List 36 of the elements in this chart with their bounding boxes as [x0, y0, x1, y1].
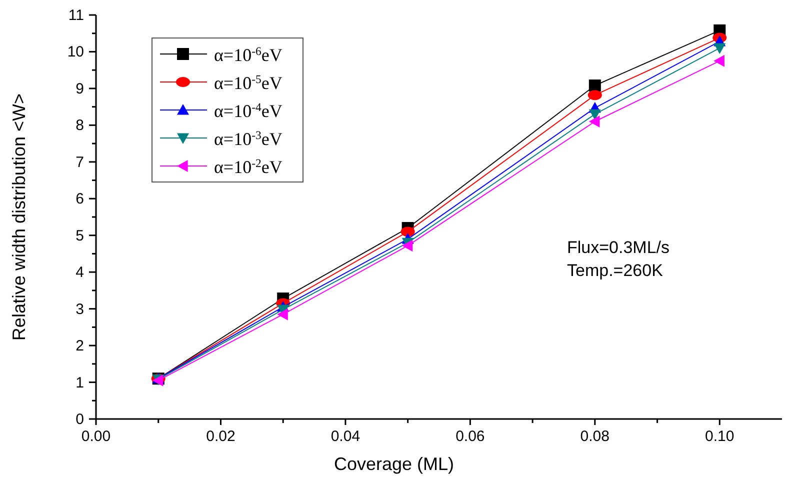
point	[714, 43, 726, 54]
y-tick-label: 3	[76, 300, 84, 318]
legend-label: α=10$^{-6}$eV	[214, 44, 282, 65]
point	[400, 226, 415, 237]
point	[277, 308, 288, 320]
annotation: Temp.=260K	[567, 261, 664, 280]
y-tick-label: 4	[76, 264, 84, 282]
y-tick-label: 1	[76, 374, 84, 392]
x-tick-label: 0.00	[81, 428, 111, 445]
y-tick-label: 9	[76, 80, 84, 98]
y-tick-label: 7	[76, 154, 84, 171]
point	[588, 116, 600, 128]
annotation: Flux=0.3ML/s	[567, 238, 670, 257]
legend-label: α=10$^{-2}$eV	[214, 156, 282, 177]
point	[588, 109, 601, 120]
y-tick-label: 10	[67, 44, 84, 61]
point	[588, 80, 601, 92]
x-tick-label: 0.06	[456, 428, 485, 445]
y-tick-label: 11	[68, 7, 84, 24]
point	[714, 54, 724, 67]
x-tick-label: 0.10	[705, 428, 734, 445]
legend-label: α=10$^{-4}$eV	[214, 100, 282, 121]
y-tick-label: 2	[76, 338, 84, 355]
legend-label: α=10$^{-3}$eV	[214, 128, 282, 149]
y-tick-label: 5	[76, 227, 84, 244]
y-tick-label: 6	[76, 190, 84, 208]
x-tick-label: 0.04	[330, 428, 360, 445]
x-tick-label: 0.02	[206, 428, 236, 445]
point	[402, 240, 413, 252]
x-axis-title: Coverage (ML)	[334, 454, 454, 474]
legend-label: α=10$^{-5}$eV	[214, 72, 282, 93]
point	[588, 90, 602, 100]
x-tick-label: 0.08	[580, 428, 610, 445]
y-axis-title: Relative width distribution <W>	[9, 93, 29, 341]
y-tick-label: 8	[76, 117, 84, 134]
y-tick-label: 0	[76, 411, 84, 428]
